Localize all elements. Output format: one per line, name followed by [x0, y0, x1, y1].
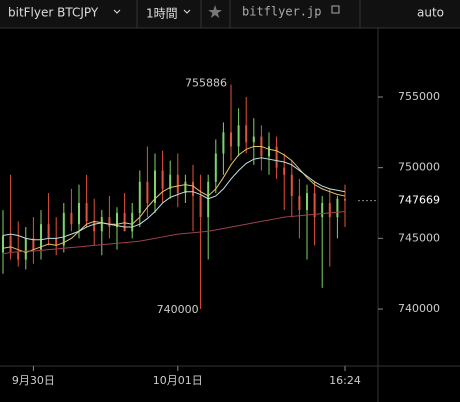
- y-tick-label: 755000: [398, 90, 440, 103]
- candle-body: [100, 217, 103, 232]
- candle-body: [85, 203, 88, 222]
- candle-body: [328, 203, 331, 218]
- moving-average: [2, 157, 346, 241]
- candle-body: [230, 132, 232, 147]
- dropdown-icon: [183, 9, 191, 14]
- candle-body: [93, 221, 96, 232]
- candle-body: [306, 193, 308, 211]
- candle-body: [313, 193, 316, 218]
- candle-body: [237, 125, 240, 147]
- candle-body: [245, 125, 248, 143]
- candle-body: [70, 212, 73, 225]
- candle-body: [252, 136, 255, 143]
- max-label: 755886: [185, 76, 227, 89]
- candle-body: [344, 198, 346, 201]
- y-tick-label: 740000: [398, 302, 440, 315]
- candle-body: [214, 153, 217, 182]
- candle-body: [24, 238, 27, 260]
- candle-body: [138, 181, 141, 213]
- candle-body: [169, 174, 172, 189]
- candle-body: [32, 238, 35, 250]
- external-icon: [331, 5, 340, 14]
- moving-average: [2, 145, 346, 254]
- candle-body: [62, 212, 65, 246]
- candle-body: [321, 203, 324, 218]
- candle-body: [222, 132, 225, 154]
- candle-body: [298, 195, 301, 211]
- candle-body: [275, 146, 278, 168]
- candle-body: [146, 181, 149, 204]
- x-tick-label: 10月01日: [153, 374, 203, 387]
- candle-body: [268, 146, 270, 157]
- moving-average: [2, 210, 346, 255]
- candle-body: [184, 181, 187, 194]
- candle-body: [55, 238, 58, 246]
- candle-body: [116, 212, 118, 228]
- star-icon[interactable]: ★: [207, 2, 223, 23]
- candle-body: [9, 235, 12, 253]
- candle-body: [290, 174, 293, 196]
- y-tick-label: 745000: [398, 231, 440, 244]
- candle-body: [108, 217, 111, 228]
- candle-body: [207, 181, 210, 218]
- candle-body: [131, 212, 134, 232]
- candle-body: [78, 203, 80, 225]
- candle-body: [283, 167, 286, 175]
- candle-body: [123, 212, 126, 232]
- symbol[interactable]: bitFlyer BTCJPY: [8, 6, 99, 20]
- candle-body: [161, 170, 164, 189]
- candle-body: [199, 195, 202, 218]
- scale-mode[interactable]: auto: [417, 6, 444, 20]
- x-tick-label: 9月30日: [12, 374, 55, 387]
- candle-body: [17, 252, 20, 260]
- interval[interactable]: 1時間: [146, 7, 178, 21]
- candle-body: [154, 170, 156, 204]
- candle-body: [40, 224, 42, 250]
- site-link[interactable]: bitflyer.jp: [242, 5, 321, 19]
- candle-body: [336, 198, 339, 218]
- dropdown-icon: [113, 9, 121, 14]
- candle-body: [192, 181, 194, 196]
- x-tick-label: 16:24: [329, 374, 361, 387]
- candle-body: [2, 235, 4, 253]
- min-label: 740000: [157, 303, 199, 316]
- y-tick-label: 750000: [398, 161, 440, 174]
- candle-body: [176, 174, 179, 194]
- current-price: 747669: [398, 194, 440, 207]
- candle-body: [47, 224, 50, 239]
